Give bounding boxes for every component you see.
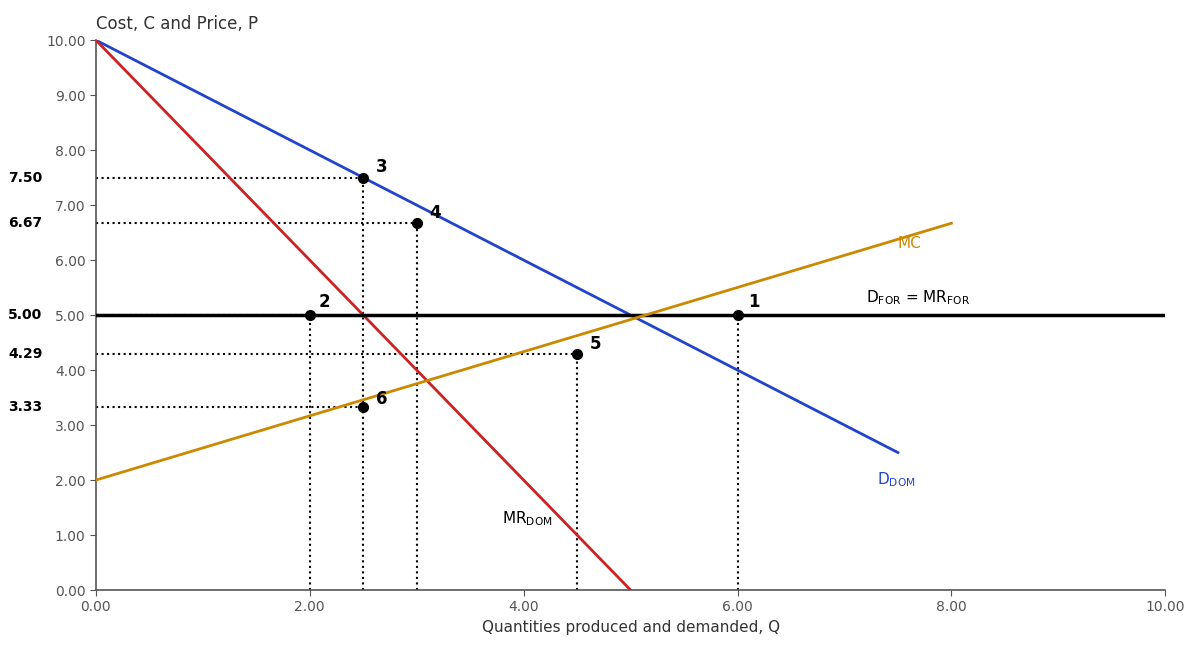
Text: 6.67: 6.67 [8,216,42,230]
Text: 6: 6 [376,390,388,408]
Text: 4: 4 [430,203,442,222]
Text: MR$_{\rm DOM}$: MR$_{\rm DOM}$ [503,509,553,528]
Text: 2: 2 [318,292,330,311]
Text: MC: MC [898,236,922,251]
Text: 5: 5 [590,335,601,352]
Text: 3: 3 [376,158,388,176]
Text: D$_{\rm DOM}$: D$_{\rm DOM}$ [876,471,916,489]
Text: 5.00: 5.00 [8,308,42,322]
Text: Cost, C and Price, P: Cost, C and Price, P [96,15,258,33]
X-axis label: Quantities produced and demanded, Q: Quantities produced and demanded, Q [481,620,780,635]
Text: 4.29: 4.29 [8,347,42,361]
Text: 7.50: 7.50 [8,170,42,185]
Text: 3.33: 3.33 [8,400,42,414]
Text: D$_{\rm FOR}$ = MR$_{\rm FOR}$: D$_{\rm FOR}$ = MR$_{\rm FOR}$ [866,288,970,307]
Text: 1: 1 [748,292,760,311]
